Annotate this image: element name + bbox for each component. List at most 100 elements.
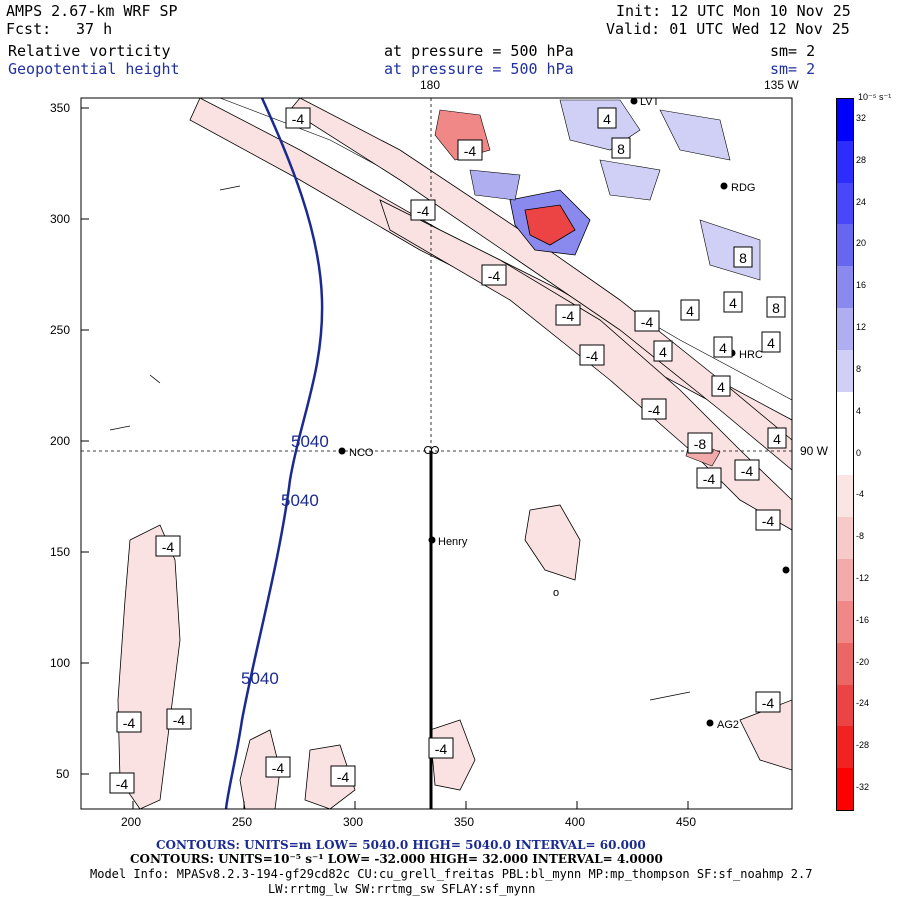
height-label-1: 5040	[291, 432, 329, 451]
station-dot-lvt	[630, 97, 638, 105]
svg-text:-4: -4	[123, 715, 136, 731]
vort-label: -4	[634, 310, 660, 332]
model-title: AMPS 2.67-km WRF SP	[6, 2, 178, 20]
vort-label: -4	[116, 711, 142, 733]
colorbar-swatch	[837, 182, 853, 225]
colorbar-label: 28	[856, 154, 867, 165]
svg-text:4: 4	[659, 344, 667, 360]
svg-text:-4: -4	[562, 308, 575, 324]
height-label-2: 5040	[281, 491, 319, 510]
colorbar-label: 20	[856, 238, 867, 249]
colorbar-swatch	[837, 600, 853, 644]
vort-label: -4	[428, 737, 454, 759]
vortex-small-2	[469, 169, 521, 201]
vort-label: 8	[611, 137, 631, 159]
x-tick: 400	[565, 815, 586, 829]
colorbar-label: -20	[856, 656, 870, 667]
svg-text:8: 8	[617, 141, 625, 157]
colorbar-label: 0	[856, 447, 862, 458]
svg-text:-4: -4	[173, 712, 186, 728]
svg-text:-4: -4	[464, 143, 477, 159]
colorbar-labels: 32 28 24 20 16 12 8 4 0 -4 -8 -12 -16 -20 -24 -28 -32	[856, 98, 896, 809]
svg-text:-4: -4	[762, 513, 775, 529]
svg-text:4: 4	[729, 295, 737, 311]
svg-text:-4: -4	[272, 760, 285, 776]
x-tick: 450	[676, 815, 697, 829]
vort-label: -4	[755, 691, 781, 713]
colorbar-label: -32	[856, 782, 870, 793]
neg-vort-blob-s1	[239, 729, 281, 809]
svg-text:-8: -8	[694, 436, 707, 452]
vort-label: -4	[285, 107, 311, 129]
svg-text:-4: -4	[435, 741, 448, 757]
neg-vort-blob-s2	[304, 744, 356, 809]
svg-text:4: 4	[719, 340, 727, 356]
svg-text:-4: -4	[762, 695, 775, 711]
x-tick: 250	[232, 815, 253, 829]
colorbar-swatch	[837, 266, 853, 309]
svg-text:-4: -4	[641, 314, 654, 330]
vort-label: 8	[766, 296, 786, 318]
svg-text:-4: -4	[337, 769, 350, 785]
colorbar-swatch	[837, 475, 853, 518]
footer-model-info-2: LW:rrtmg_lw SW:rrtmg_sw SFLAY:sf_mynn	[268, 882, 536, 896]
vort-label: -4	[579, 344, 605, 366]
svg-text:-4: -4	[648, 402, 661, 418]
colorbar-swatch	[837, 140, 853, 184]
svg-text:-4: -4	[741, 463, 754, 479]
vort-label: -4	[265, 756, 291, 778]
field1-level: at pressure = 500 hPa	[384, 42, 574, 60]
colorbar-unit: 10⁻⁵ s⁻¹	[858, 92, 892, 102]
colorbar-swatch	[837, 308, 853, 351]
station-nco: NCO	[349, 447, 374, 459]
colorbar-swatch	[837, 559, 853, 602]
colorbar-label: 12	[856, 322, 867, 333]
svg-text:-4: -4	[586, 348, 599, 364]
svg-text:-4: -4	[116, 776, 129, 792]
colorbar-swatch	[837, 684, 853, 727]
y-tick: 300	[50, 212, 71, 226]
colorbar-swatch	[837, 517, 853, 560]
forecast-hours: 37 h	[76, 20, 113, 38]
forecast-label: Fcst:	[6, 20, 52, 38]
x-tick: 200	[121, 815, 142, 829]
field1-name: Relative vorticity	[8, 42, 171, 60]
svg-text:8: 8	[772, 300, 780, 316]
field2-smooth: sm= 2	[770, 60, 816, 78]
vort-label: -4	[696, 467, 722, 489]
colorbar-label: 32	[856, 112, 867, 123]
station-henry: Henry	[438, 536, 468, 548]
colorbar-swatch	[837, 433, 853, 476]
svg-text:4: 4	[603, 111, 611, 127]
colorbar-swatch	[837, 642, 853, 686]
svg-text:-4: -4	[488, 268, 501, 284]
pos-vort-blob-4	[659, 109, 731, 161]
colorbar-label: -8	[856, 531, 865, 542]
station-dot-rdg	[720, 182, 728, 190]
colorbar-label: 8	[856, 363, 862, 374]
svg-text:-4: -4	[703, 471, 716, 487]
vort-label: -4	[155, 535, 181, 557]
station-dot-ag2	[706, 719, 714, 727]
y-tick: 100	[50, 656, 71, 670]
station-dot-nco	[338, 447, 346, 455]
svg-text:-4: -4	[292, 111, 305, 127]
vort-label: 4	[597, 107, 617, 129]
x-tick: 350	[454, 815, 475, 829]
meridian-label-180: 180	[420, 78, 441, 92]
station-dot-edge	[782, 566, 790, 574]
vort-label: 4	[711, 375, 731, 397]
vort-label: -4	[734, 459, 760, 481]
map-frame	[80, 97, 793, 810]
vort-label: 4	[723, 291, 743, 313]
colorbar-label: -28	[856, 740, 870, 751]
station-rdg: RDG	[731, 182, 755, 194]
vort-label: -4	[109, 772, 135, 794]
colorbar-swatch	[837, 391, 853, 435]
svg-text:4: 4	[686, 303, 694, 319]
footer-height-contours: CONTOURS: UNITS=m LOW= 5040.0 HIGH= 5040…	[156, 838, 646, 852]
meridian-label-135w: 135 W	[764, 78, 799, 92]
y-tick: 350	[50, 101, 71, 115]
vort-label: 4	[653, 340, 673, 362]
